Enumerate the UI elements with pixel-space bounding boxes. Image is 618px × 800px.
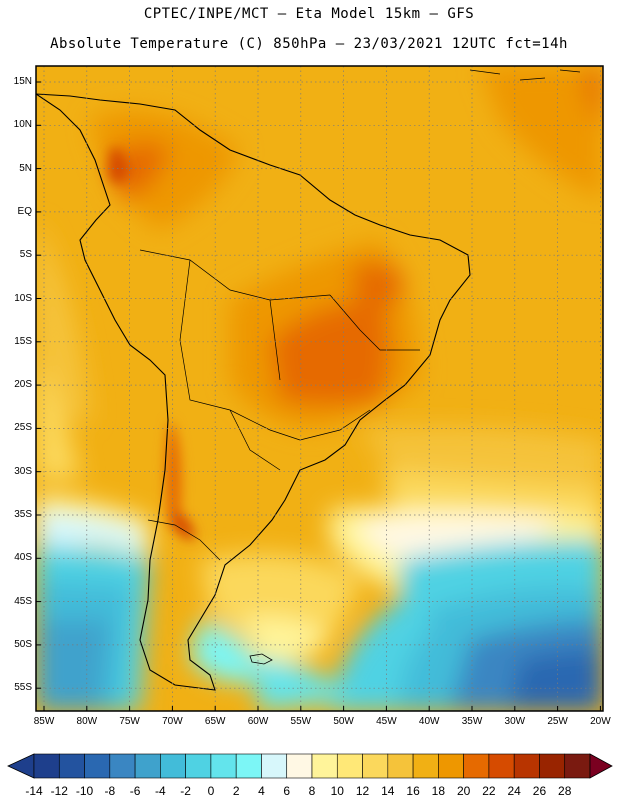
colorbar-swatch xyxy=(564,753,591,779)
lon-label: 80W xyxy=(76,716,98,727)
colorbar-tick-label: -4 xyxy=(155,784,166,798)
colorbar-swatch xyxy=(438,753,464,779)
colorbar-swatch xyxy=(210,753,237,779)
colorbar-swatch xyxy=(261,753,288,779)
lat-lon-grid xyxy=(36,66,603,711)
colorbar-swatch xyxy=(311,753,338,779)
lon-label: 60W xyxy=(247,716,269,727)
colorbar-tick-label: -10 xyxy=(75,784,94,798)
colorbar-tick-label: -2 xyxy=(180,784,191,798)
lat-label: 30S xyxy=(14,465,32,477)
lat-label: 10N xyxy=(13,119,32,131)
colorbar-swatch xyxy=(134,753,161,779)
lat-label: 5N xyxy=(19,162,32,174)
colorbar-tick-label: 10 xyxy=(330,784,344,798)
map-frame xyxy=(35,65,604,712)
lat-label: 5S xyxy=(19,249,32,261)
chart-title-line2: Absolute Temperature (C) 850hPa – 23/03/… xyxy=(50,36,568,52)
colorbar-swatch xyxy=(387,753,414,779)
colorbar-tick-label: -12 xyxy=(50,784,68,798)
colorbar-swatch xyxy=(58,753,85,779)
colorbar-swatch xyxy=(336,753,363,779)
colorbar-tick-label: 6 xyxy=(283,784,291,798)
colorbar-swatch xyxy=(539,753,566,779)
colorbar-tick-label: 24 xyxy=(507,784,521,798)
lon-label: 20W xyxy=(590,716,611,727)
colorbar-swatch xyxy=(513,753,540,779)
colorbar-tick-label: 12 xyxy=(355,784,370,798)
lon-label: 70W xyxy=(162,716,183,727)
colorbar-tick-label: 0 xyxy=(207,784,215,798)
colorbar-tick-label: 22 xyxy=(482,784,496,798)
colorbar-swatch xyxy=(463,753,490,779)
lon-label: 55W xyxy=(290,716,312,727)
colorbar-right-arrow xyxy=(589,753,613,779)
lat-label: 50S xyxy=(14,638,32,650)
colorbar-swatch xyxy=(362,753,389,779)
colorbar-tick-label: 4 xyxy=(258,784,265,798)
lat-label: 45S xyxy=(14,595,32,607)
colorbar-swatch xyxy=(109,753,136,779)
lat-label: 55S xyxy=(14,682,32,694)
colorbar-tick-label: -14 xyxy=(25,784,43,798)
colorbar-swatch xyxy=(488,753,515,779)
colorbar xyxy=(7,753,613,779)
colorbar-swatch xyxy=(160,753,186,779)
colorbar-tick-label: -8 xyxy=(104,784,116,798)
lon-label: 25W xyxy=(547,716,568,727)
lat-label: 40S xyxy=(14,552,32,564)
lat-label: EQ xyxy=(17,205,32,217)
colorbar-swatch xyxy=(286,753,313,779)
lat-label: 20S xyxy=(14,379,32,391)
lon-label: 65W xyxy=(204,716,226,727)
lat-label: 25S xyxy=(14,422,32,434)
lat-label: 35S xyxy=(14,509,32,520)
lon-label: 45W xyxy=(376,716,397,727)
lon-label: 35W xyxy=(461,716,483,727)
colorbar-swatch xyxy=(412,753,439,779)
colorbar-tick-label: 16 xyxy=(406,784,420,798)
coastlines xyxy=(36,69,581,691)
temperature-field xyxy=(36,66,603,711)
colorbar-tick-label: 28 xyxy=(558,784,572,798)
chart-title-line1: CPTEC/INPE/MCT – Eta Model 15km – GFS xyxy=(143,6,475,22)
lat-label: 15N xyxy=(13,76,32,87)
lon-label: 50W xyxy=(333,716,354,727)
colorbar-swatch xyxy=(235,753,262,779)
colorbar-tick-label: 26 xyxy=(532,784,547,798)
colorbar-tick-label: 8 xyxy=(308,784,316,798)
colorbar-left-arrow xyxy=(7,753,35,779)
lon-label: 30W xyxy=(504,716,526,727)
lon-label: 40W xyxy=(418,716,440,727)
colorbar-tick-label: -6 xyxy=(129,784,141,798)
lon-label: 75W xyxy=(119,716,140,727)
lat-label: 15S xyxy=(14,335,32,347)
colorbar-tick-label: 2 xyxy=(232,784,240,798)
colorbar-tick-label: 18 xyxy=(431,784,446,798)
colorbar-tick-label: 20 xyxy=(456,784,471,798)
colorbar-tick-label: 14 xyxy=(381,784,395,798)
lat-label: 10S xyxy=(14,292,32,304)
colorbar-swatch xyxy=(185,753,212,779)
lon-label: 85W xyxy=(33,716,55,727)
colorbar-swatch xyxy=(33,753,60,779)
colorbar-swatch xyxy=(84,753,111,779)
